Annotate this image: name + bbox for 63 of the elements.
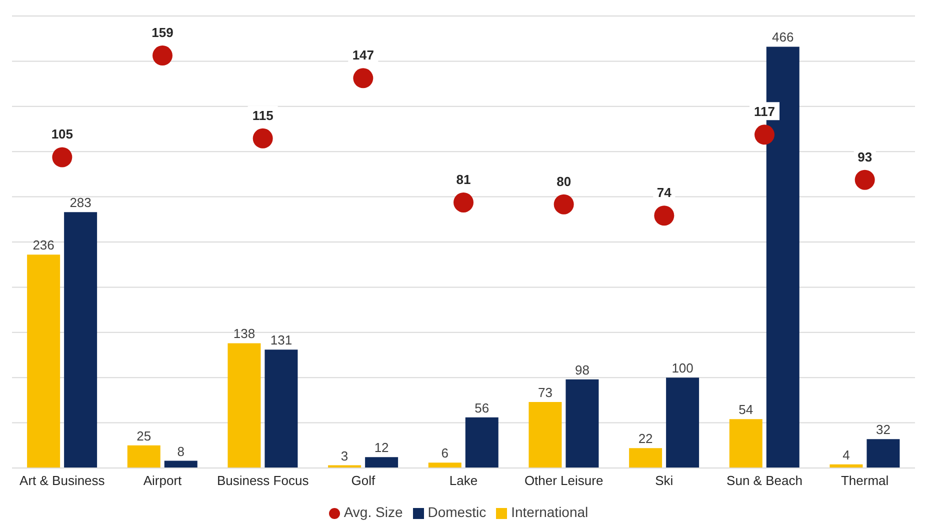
x-tick-label: Lake xyxy=(449,473,478,488)
point xyxy=(454,192,474,212)
point xyxy=(754,124,774,145)
data-label: 80 xyxy=(556,174,572,189)
data-label: 73 xyxy=(538,385,552,400)
point xyxy=(554,194,574,214)
data-label: 131 xyxy=(270,332,292,348)
bar xyxy=(866,439,900,468)
legend-label: International xyxy=(511,504,588,520)
data-label: 159 xyxy=(152,25,174,40)
data-label: 466 xyxy=(772,30,794,45)
bar xyxy=(465,417,498,468)
bar xyxy=(264,350,298,468)
x-tick-label: Airport xyxy=(143,473,182,488)
x-tick-label: Business Focus xyxy=(216,473,310,488)
data-label: 105 xyxy=(51,126,74,142)
data-label: 81 xyxy=(456,172,471,187)
bar xyxy=(629,448,662,468)
legend-label: Avg. Size xyxy=(344,504,403,520)
point xyxy=(854,170,875,190)
data-label: 32 xyxy=(876,422,890,438)
data-label: 8 xyxy=(177,444,184,459)
bar xyxy=(127,445,160,468)
data-label: 236 xyxy=(32,238,54,253)
x-tick-label: Art & Business xyxy=(20,473,106,488)
bar xyxy=(428,462,462,468)
data-label: 93 xyxy=(858,149,872,164)
data-label: 6 xyxy=(441,446,448,461)
data-label: 100 xyxy=(672,360,694,376)
data-label: 3 xyxy=(340,448,348,464)
data-label: 147 xyxy=(352,48,374,63)
bar xyxy=(27,254,60,468)
x-tick-label: Other Leisure xyxy=(524,473,604,488)
x-tick-label: Golf xyxy=(351,473,376,488)
data-label: 138 xyxy=(233,326,256,342)
point xyxy=(654,206,674,226)
bar xyxy=(666,378,700,468)
data-label: 54 xyxy=(738,402,754,418)
point xyxy=(252,128,273,148)
data-label: 115 xyxy=(252,108,274,123)
point xyxy=(52,147,72,168)
bar xyxy=(729,419,762,468)
bar xyxy=(365,457,398,468)
point xyxy=(353,68,374,88)
point xyxy=(152,46,172,66)
x-tick-label: Thermal xyxy=(840,473,889,488)
x-tick-label: Sun & Beach xyxy=(726,473,802,488)
data-label: 12 xyxy=(374,440,389,456)
bar xyxy=(566,379,599,468)
legend-label: Domestic xyxy=(428,504,486,520)
data-label: 117 xyxy=(754,104,775,120)
data-label: 98 xyxy=(574,362,590,378)
x-tick-label: Ski xyxy=(655,473,674,488)
data-label: 25 xyxy=(136,428,152,444)
data-label: 4 xyxy=(842,447,850,462)
data-label: 283 xyxy=(70,195,92,210)
data-label: 22 xyxy=(638,431,653,446)
bar xyxy=(164,460,198,468)
data-label: 56 xyxy=(474,400,490,416)
bar xyxy=(64,212,98,468)
bar xyxy=(228,343,261,468)
data-label: 74 xyxy=(656,185,672,200)
bar xyxy=(528,402,562,468)
